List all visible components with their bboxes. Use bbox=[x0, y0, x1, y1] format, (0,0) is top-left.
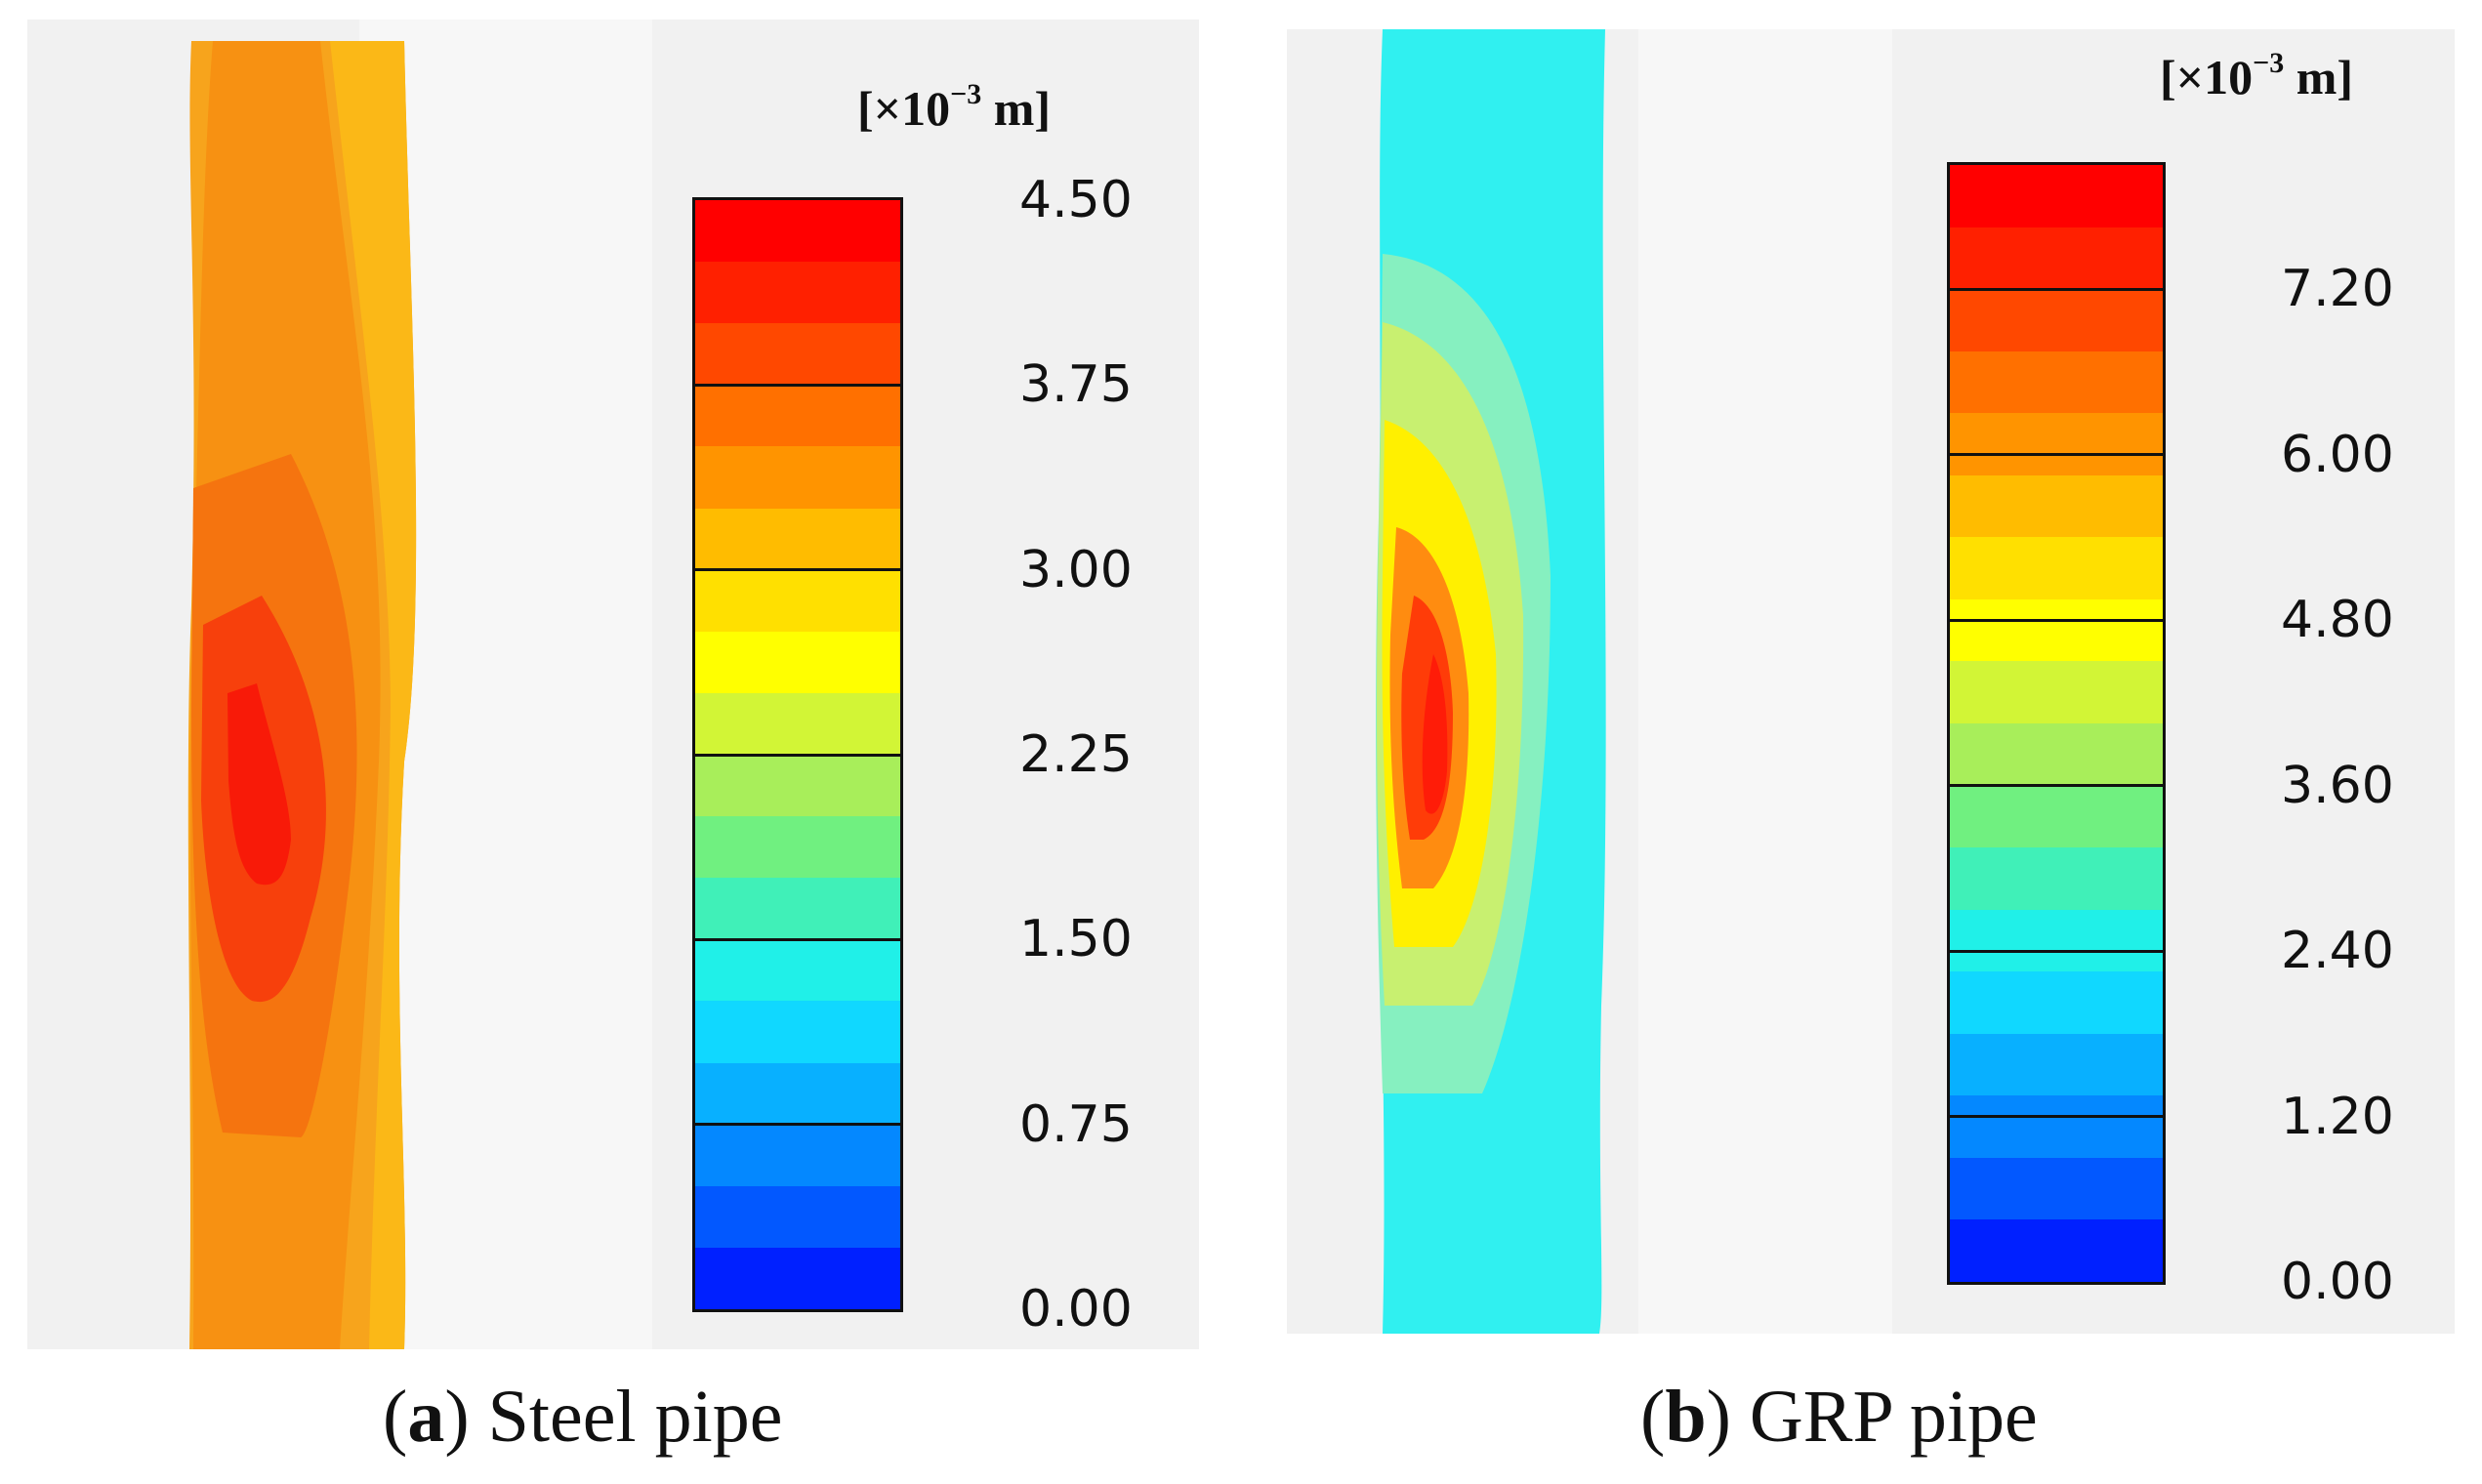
panel-grp-pipe: [×10−3 m] 7.20 6.00 4.80 3.60 2.40 1.20 0.00 bbox=[1287, 29, 2455, 1334]
colorbar-tick-label: 4.50 bbox=[1019, 171, 1133, 229]
colorbar-band bbox=[695, 1247, 900, 1310]
grp-pipe-contour bbox=[1376, 29, 1606, 1334]
colorbar-tick-label: 7.20 bbox=[2281, 260, 2394, 319]
colorbar-band bbox=[1950, 1033, 2163, 1096]
colorbar-band bbox=[1950, 1095, 2163, 1159]
colorbar-band bbox=[695, 1124, 900, 1187]
unit-label: [×10−3 m] bbox=[857, 78, 1052, 136]
colorbar-band bbox=[695, 200, 900, 263]
colorbar-band bbox=[1950, 474, 2163, 538]
colorbar-band bbox=[695, 385, 900, 447]
colorbar-band bbox=[1950, 785, 2163, 848]
colorbar-band bbox=[695, 692, 900, 756]
colorbar-divider bbox=[1950, 784, 2163, 788]
colorbar-band bbox=[695, 569, 900, 633]
colorbar-tick-label: 4.80 bbox=[2281, 591, 2394, 650]
contour-red bbox=[228, 683, 291, 886]
colorbar-tick-label: 3.60 bbox=[2281, 756, 2394, 815]
colorbar-tick-label: 1.50 bbox=[1019, 910, 1133, 969]
colorbar-band bbox=[1950, 289, 2163, 352]
colorbar-tick-label: 3.00 bbox=[1019, 540, 1133, 599]
colorbar-divider bbox=[695, 937, 900, 941]
colorbar-band bbox=[695, 1062, 900, 1126]
caption-b: (b) GRP pipe bbox=[1640, 1376, 2038, 1458]
colorbar-band bbox=[695, 1001, 900, 1064]
colorbar-band bbox=[695, 446, 900, 510]
colorbar-band bbox=[695, 1185, 900, 1249]
colorbar-band bbox=[1950, 847, 2163, 911]
colorbar-tick-label: 6.00 bbox=[2281, 425, 2394, 484]
colorbar bbox=[1947, 162, 2166, 1285]
colorbar-band bbox=[1950, 1157, 2163, 1220]
colorbar-band bbox=[695, 631, 900, 694]
colorbar-band bbox=[695, 939, 900, 1002]
colorbar-band bbox=[1950, 165, 2163, 228]
colorbar-tick-label: 1.20 bbox=[2281, 1087, 2394, 1146]
colorbar-band bbox=[1950, 661, 2163, 724]
caption-a: (a) Steel pipe bbox=[383, 1376, 783, 1458]
colorbar-divider bbox=[1950, 1115, 2163, 1119]
pipe-edge-band bbox=[330, 41, 417, 1349]
panel-steel-pipe: [×10−3 m] 4.50 3.75 3.00 2.25 1.50 0.75 0.00 bbox=[27, 20, 1199, 1349]
colorbar-divider bbox=[695, 1123, 900, 1127]
colorbar-divider bbox=[1950, 287, 2163, 291]
steel-pipe-contour bbox=[187, 41, 417, 1349]
colorbar-divider bbox=[1950, 618, 2163, 622]
colorbar-band bbox=[1950, 1219, 2163, 1283]
colorbar-band bbox=[695, 878, 900, 940]
colorbar-tick-label: 0.00 bbox=[2281, 1253, 2394, 1311]
colorbar-band bbox=[1950, 971, 2163, 1035]
colorbar-tick-label: 0.00 bbox=[1019, 1280, 1133, 1339]
colorbar-band bbox=[1950, 413, 2163, 476]
colorbar-band bbox=[1950, 598, 2163, 662]
colorbar-divider bbox=[695, 753, 900, 757]
colorbar-divider bbox=[695, 383, 900, 387]
colorbar-band bbox=[695, 508, 900, 571]
panel-background-shade bbox=[1638, 29, 1892, 1334]
colorbar-band bbox=[695, 262, 900, 324]
colorbar-band bbox=[695, 323, 900, 386]
colorbar-band bbox=[1950, 227, 2163, 290]
colorbar-divider bbox=[1950, 949, 2163, 953]
colorbar-tick-label: 2.40 bbox=[2281, 922, 2394, 981]
colorbar-band bbox=[695, 755, 900, 817]
colorbar-divider bbox=[1950, 453, 2163, 457]
colorbar-band bbox=[1950, 350, 2163, 414]
colorbar-tick-label: 0.75 bbox=[1019, 1094, 1133, 1154]
colorbar-divider bbox=[695, 568, 900, 572]
unit-label: [×10−3 m] bbox=[2160, 47, 2354, 104]
colorbar-tick-label: 2.25 bbox=[1019, 725, 1133, 784]
colorbar-band bbox=[1950, 909, 2163, 972]
colorbar bbox=[692, 197, 903, 1312]
colorbar-band bbox=[1950, 537, 2163, 600]
colorbar-band bbox=[695, 816, 900, 879]
colorbar-band bbox=[1950, 723, 2163, 787]
colorbar-tick-label: 3.75 bbox=[1019, 355, 1133, 415]
contour-red bbox=[1422, 654, 1448, 814]
